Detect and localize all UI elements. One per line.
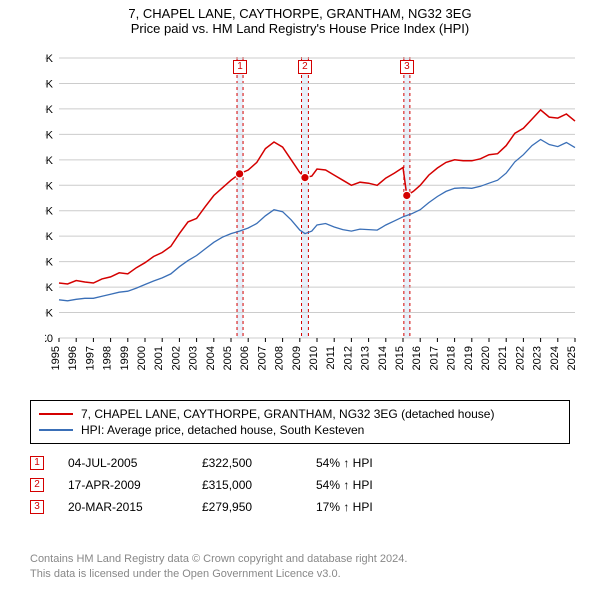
- svg-text:2007: 2007: [256, 346, 268, 370]
- event-date-1: 04-JUL-2005: [68, 456, 178, 470]
- svg-text:2017: 2017: [428, 346, 440, 370]
- svg-text:2018: 2018: [446, 346, 458, 370]
- svg-text:2010: 2010: [308, 346, 320, 370]
- footer-line-2: This data is licensed under the Open Gov…: [30, 567, 570, 582]
- svg-text:£450K: £450K: [45, 104, 54, 116]
- svg-text:£350K: £350K: [45, 155, 54, 167]
- legend: 7, CHAPEL LANE, CAYTHORPE, GRANTHAM, NG3…: [30, 400, 570, 444]
- svg-text:1995: 1995: [50, 346, 62, 370]
- legend-label-2: HPI: Average price, detached house, Sout…: [81, 423, 364, 437]
- svg-text:2011: 2011: [325, 346, 337, 370]
- event-date-2: 17-APR-2009: [68, 478, 178, 492]
- band-marker-1: 1: [233, 60, 247, 74]
- event-marker-1: 1: [30, 456, 44, 470]
- svg-text:2003: 2003: [188, 346, 200, 370]
- svg-text:2013: 2013: [360, 346, 372, 370]
- event-marker-3: 3: [30, 500, 44, 514]
- svg-text:2021: 2021: [497, 346, 509, 370]
- svg-text:£500K: £500K: [45, 78, 54, 90]
- svg-text:£50K: £50K: [45, 308, 54, 320]
- event-delta-2: 54% ↑ HPI: [316, 478, 426, 492]
- legend-swatch-red: [39, 413, 73, 415]
- svg-text:2012: 2012: [342, 346, 354, 370]
- title-line-2: Price paid vs. HM Land Registry's House …: [0, 21, 600, 36]
- event-price-2: £315,000: [202, 478, 292, 492]
- event-row-2: 2 17-APR-2009 £315,000 54% ↑ HPI: [30, 474, 570, 496]
- svg-text:2000: 2000: [136, 346, 148, 370]
- legend-label-1: 7, CHAPEL LANE, CAYTHORPE, GRANTHAM, NG3…: [81, 407, 494, 421]
- svg-text:1999: 1999: [119, 346, 131, 370]
- svg-text:£150K: £150K: [45, 257, 54, 269]
- svg-text:2009: 2009: [291, 346, 303, 370]
- svg-text:2019: 2019: [463, 346, 475, 370]
- band-marker-3: 3: [400, 60, 414, 74]
- svg-text:1998: 1998: [102, 346, 114, 370]
- chart-title: 7, CHAPEL LANE, CAYTHORPE, GRANTHAM, NG3…: [0, 0, 600, 38]
- event-row-1: 1 04-JUL-2005 £322,500 54% ↑ HPI: [30, 452, 570, 474]
- svg-text:2020: 2020: [480, 346, 492, 370]
- svg-text:£250K: £250K: [45, 206, 54, 218]
- event-date-3: 20-MAR-2015: [68, 500, 178, 514]
- svg-text:2001: 2001: [153, 346, 165, 370]
- event-price-1: £322,500: [202, 456, 292, 470]
- legend-item-price-paid: 7, CHAPEL LANE, CAYTHORPE, GRANTHAM, NG3…: [39, 406, 561, 422]
- svg-text:2025: 2025: [566, 346, 578, 370]
- svg-text:£0: £0: [45, 333, 53, 345]
- band-marker-2: 2: [298, 60, 312, 74]
- svg-text:£100K: £100K: [45, 282, 54, 294]
- svg-text:2015: 2015: [394, 346, 406, 370]
- svg-text:2004: 2004: [205, 346, 217, 370]
- svg-text:2014: 2014: [377, 346, 389, 370]
- svg-text:1997: 1997: [84, 346, 96, 370]
- svg-text:£200K: £200K: [45, 231, 54, 243]
- legend-item-hpi: HPI: Average price, detached house, Sout…: [39, 422, 561, 438]
- footer-attribution: Contains HM Land Registry data © Crown c…: [30, 552, 570, 582]
- svg-text:2016: 2016: [411, 346, 423, 370]
- event-price-3: £279,950: [202, 500, 292, 514]
- svg-text:2024: 2024: [549, 346, 561, 370]
- svg-text:2022: 2022: [514, 346, 526, 370]
- chart-area: £0 £50K £100K £150K £200K £250K £300K £350K £400…: [45, 50, 585, 370]
- svg-text:£400K: £400K: [45, 129, 54, 141]
- svg-text:2023: 2023: [532, 346, 544, 370]
- svg-text:2002: 2002: [170, 346, 182, 370]
- event-row-3: 3 20-MAR-2015 £279,950 17% ↑ HPI: [30, 496, 570, 518]
- svg-text:2008: 2008: [274, 346, 286, 370]
- svg-text:£300K: £300K: [45, 180, 54, 192]
- svg-text:2006: 2006: [239, 346, 251, 370]
- legend-swatch-blue: [39, 429, 73, 431]
- event-delta-3: 17% ↑ HPI: [316, 500, 426, 514]
- event-delta-1: 54% ↑ HPI: [316, 456, 426, 470]
- svg-text:2005: 2005: [222, 346, 234, 370]
- events-table: 1 04-JUL-2005 £322,500 54% ↑ HPI 2 17-AP…: [30, 452, 570, 518]
- footer-line-1: Contains HM Land Registry data © Crown c…: [30, 552, 570, 567]
- event-marker-2: 2: [30, 478, 44, 492]
- svg-text:1996: 1996: [67, 346, 79, 370]
- title-line-1: 7, CHAPEL LANE, CAYTHORPE, GRANTHAM, NG3…: [0, 6, 600, 21]
- svg-text:£550K: £550K: [45, 53, 54, 65]
- chart-svg: £0 £50K £100K £150K £200K £250K £300K £350K £400…: [45, 50, 585, 370]
